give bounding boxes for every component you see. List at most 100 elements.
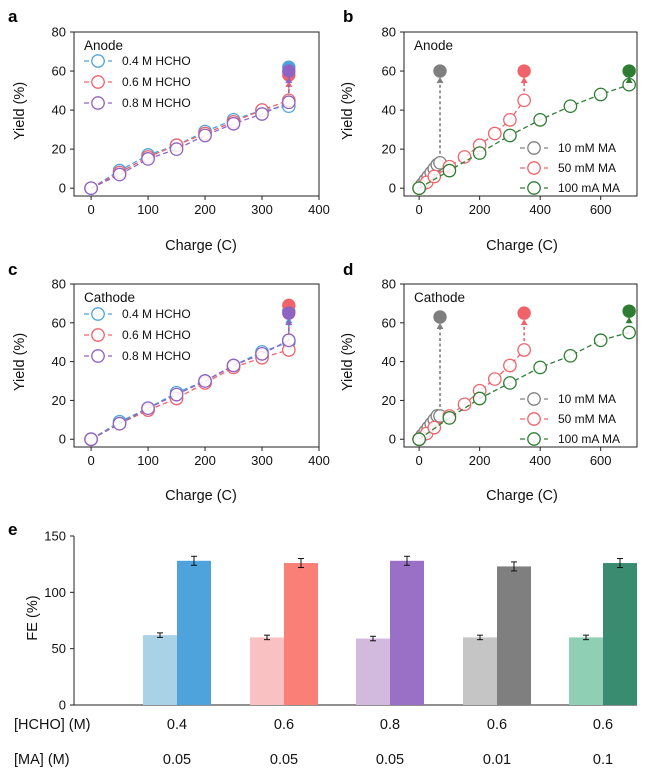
- data-point: [226, 358, 241, 373]
- panel-c-title: Cathode: [84, 290, 135, 305]
- arrow-head: [285, 319, 293, 326]
- legend-label: 0.4 M HCHO: [122, 307, 191, 321]
- bar-dark: [603, 563, 637, 705]
- panel-b-ytick-label: 80: [382, 25, 396, 40]
- bar-light: [463, 637, 497, 705]
- panel-e-ytick-label: 50: [52, 641, 66, 656]
- panel-c-axes-frame: [73, 283, 320, 448]
- panel-e-category-value: 0.01: [483, 752, 511, 768]
- panel-e-ytick-label: 0: [59, 698, 66, 713]
- final-yield-point: [622, 304, 636, 318]
- panel-a-ytick-label: 40: [52, 103, 66, 118]
- arrow-head: [436, 77, 444, 84]
- panel-c-ylabel: Yield (%): [12, 333, 28, 391]
- legend-label: 10 mM MA: [558, 392, 616, 406]
- panel-c-ytick-label: 0: [59, 432, 66, 447]
- panel-b-ytick-label: 40: [382, 103, 396, 118]
- data-point: [112, 416, 127, 431]
- panel-e-category-value: 0.6: [274, 717, 294, 733]
- panel-d-xlabel: Charge (C): [486, 488, 558, 504]
- bar-light: [356, 638, 390, 705]
- bar-dark: [284, 563, 318, 705]
- legend-marker: [527, 141, 541, 155]
- panel-b-ytick-label: 60: [382, 64, 396, 79]
- final-yield-point: [282, 306, 296, 320]
- panel-a-axes-frame: [73, 31, 320, 197]
- data-point: [84, 181, 98, 196]
- panel-a-xtick-label: 200: [194, 202, 216, 217]
- legend-marker: [91, 328, 105, 342]
- panel-d-ytick-label: 20: [382, 393, 396, 408]
- panel-b-ytick-label: 0: [389, 181, 396, 196]
- bar-dark: [177, 560, 211, 705]
- data-point: [593, 333, 608, 348]
- panel-b-xtick-label: 0: [416, 202, 423, 217]
- panel-e-category-value: 0.8: [380, 717, 400, 733]
- bar-light: [569, 637, 603, 705]
- panel-b-axes-frame: [403, 31, 638, 197]
- data-point: [169, 387, 184, 402]
- panel-e-row-ma-label: [MA] (M): [14, 752, 70, 768]
- panel-a-xtick-label: 300: [251, 202, 273, 217]
- data-point: [563, 99, 578, 114]
- arrow-head: [436, 322, 444, 329]
- data-point: [563, 348, 578, 363]
- legend-label: 10 mM MA: [558, 141, 616, 155]
- panel-a-ytick-label: 20: [52, 142, 66, 157]
- panel-label-a: a: [8, 7, 18, 26]
- legend-label: 50 mM MA: [558, 412, 616, 426]
- panel-b-ylabel: Yield (%): [340, 82, 356, 140]
- data-point: [517, 343, 531, 357]
- panel-e-category-value: 0.6: [593, 717, 613, 733]
- legend-label: 0.4 M HCHO: [122, 54, 191, 68]
- panel-c-ytick-label: 20: [52, 393, 66, 408]
- panel-d-plot: 0 200 400 600 0 20 40 60 80 10 mM MA 50 mM MA 100 m…: [382, 277, 638, 468]
- bar-light: [250, 637, 284, 705]
- data-point: [412, 181, 426, 196]
- legend-marker: [527, 181, 541, 195]
- legend-marker: [527, 432, 541, 446]
- data-point: [198, 128, 212, 143]
- panel-d-xtick-label: 400: [529, 453, 551, 468]
- legend-label: 0.6 M HCHO: [122, 328, 191, 342]
- panel-d-ytick-label: 0: [389, 432, 396, 447]
- panel-c-ytick-label: 80: [52, 277, 66, 292]
- panel-e-category-value: 0.05: [163, 752, 191, 768]
- panel-a-xlabel: Charge (C): [165, 238, 237, 254]
- bar-dark: [390, 560, 424, 705]
- panel-a-ytick-label: 60: [52, 64, 66, 79]
- legend-marker: [91, 349, 105, 363]
- data-point: [593, 87, 608, 102]
- data-point: [503, 376, 517, 390]
- data-point: [198, 374, 212, 388]
- data-point: [472, 146, 487, 160]
- panel-label-d: d: [343, 260, 353, 279]
- final-yield-point: [622, 64, 636, 78]
- data-point: [533, 113, 548, 127]
- data-point: [442, 411, 457, 425]
- panel-b-plot: 0 200 400 600 0 20 40 60 80 10 mM MA 50 mM MA 100 m…: [382, 25, 638, 217]
- arrow-head: [625, 77, 633, 84]
- arrow-head: [520, 319, 528, 326]
- panel-e-category-value: 0.6: [487, 717, 507, 733]
- panel-d-xtick-label: 600: [590, 453, 612, 468]
- panel-c-xtick-label: 300: [251, 453, 273, 468]
- panel-a-plot: 0 100 200 300 400 0 20 40 60 80 0.4 M HCHO 0.6 M HC…: [52, 25, 330, 218]
- final-yield-point: [282, 64, 296, 78]
- data-point: [442, 163, 457, 178]
- data-point: [503, 113, 517, 127]
- legend-marker: [527, 412, 541, 426]
- legend-marker: [91, 96, 105, 110]
- data-point: [487, 372, 502, 386]
- final-yield-point: [517, 306, 531, 320]
- legend-label: 100 mA MA: [558, 432, 620, 446]
- data-point: [622, 325, 636, 340]
- arrow-head: [285, 80, 293, 87]
- panel-a-xtick-label: 0: [87, 202, 94, 217]
- panel-c-plot: 0 100 200 300 400 0 20 40 60 80 0.4 M HCHO 0.6 M HC…: [52, 277, 330, 469]
- panel-e-category-value: 0.05: [270, 752, 298, 768]
- panel-label-c: c: [8, 260, 17, 279]
- legend-label: 100 mA MA: [558, 181, 620, 195]
- data-point: [517, 93, 531, 108]
